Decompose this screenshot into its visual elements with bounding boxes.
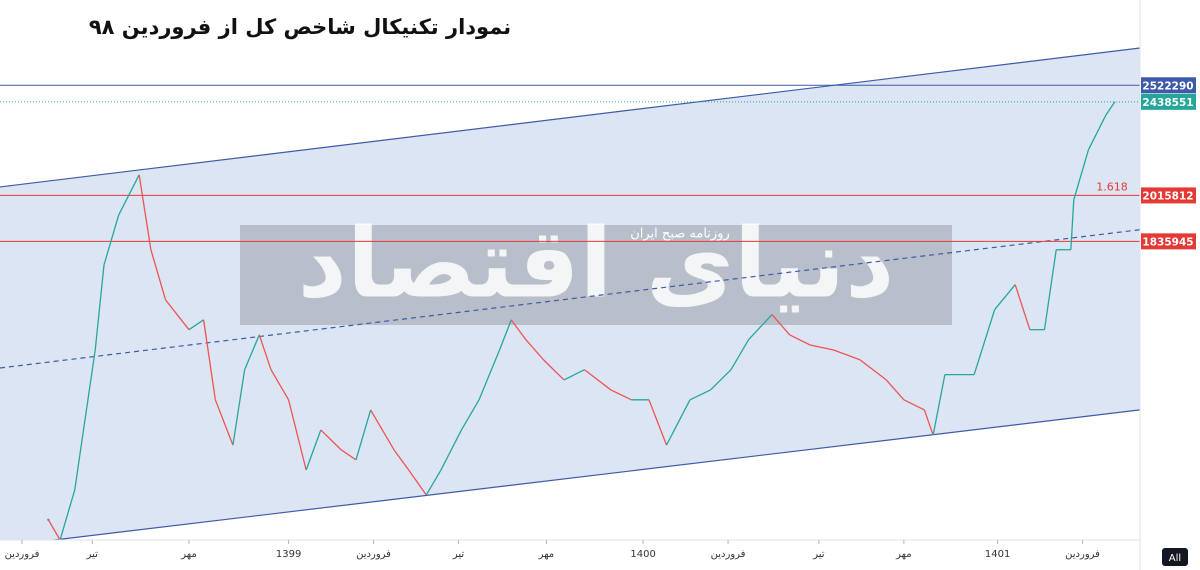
price-segment (1073, 149, 1090, 200)
x-tick-label: 1400 (630, 549, 655, 560)
watermark: دنیای اقتصاد روزنامه صبح ایران (240, 207, 952, 325)
price-segment (118, 174, 140, 216)
chart-title: نمودار تکنیکال شاخص کل از فروردین ۹۸ (89, 15, 511, 39)
price-segment (1043, 249, 1057, 330)
price-segment (1087, 114, 1107, 151)
price-segment (258, 334, 272, 370)
level-label: 2522290 (1142, 80, 1193, 92)
price-segment (543, 359, 565, 381)
price-segment (498, 319, 512, 351)
price-segment (320, 429, 342, 451)
price-segment (425, 469, 442, 496)
price-segment (74, 349, 96, 491)
price-segment (340, 449, 357, 461)
channel-line (54, 409, 1140, 540)
level-label-box (1141, 77, 1196, 94)
range-button[interactable] (1162, 548, 1188, 566)
price-segment (150, 249, 167, 301)
price-segment (355, 409, 372, 461)
price-segment (202, 319, 216, 400)
price-segment (188, 319, 204, 331)
price-segment (648, 399, 668, 446)
price-segment (973, 309, 996, 375)
x-tick-label: فروردین (5, 549, 40, 560)
level-label: 2438551 (1142, 97, 1193, 109)
price-segment (932, 374, 946, 436)
range-button-label[interactable]: All (1169, 553, 1181, 564)
price-segment (833, 349, 861, 361)
level-note: 1.618 (1096, 180, 1128, 193)
x-tick-label: مهر (895, 549, 911, 560)
price-segment (305, 429, 322, 471)
price-segment (885, 379, 905, 401)
price-segment (440, 429, 463, 471)
price-segment (1014, 284, 1031, 330)
price-segment (232, 369, 246, 446)
level-label: 2015812 (1142, 190, 1193, 202)
price-segment (748, 314, 773, 341)
price-segment (408, 469, 427, 496)
price-segment (923, 409, 934, 436)
price-segment (903, 399, 925, 411)
x-tick-label: مهر (180, 549, 196, 560)
price-segment (138, 174, 152, 250)
price-segment (165, 299, 190, 331)
level-label-box (1141, 93, 1196, 110)
price-segment (370, 409, 395, 451)
price-segment (665, 399, 691, 446)
price-segment (244, 334, 260, 370)
price-segment (730, 339, 750, 371)
price-segment (1070, 199, 1075, 250)
price-segment (1105, 101, 1116, 116)
price-segment (789, 334, 811, 346)
price-segment (393, 449, 410, 471)
level-label-box (1141, 233, 1196, 250)
price-segment (809, 344, 834, 351)
price-segment (214, 399, 234, 446)
x-tick-label: 1399 (276, 549, 301, 560)
x-tick-label: تیر (86, 549, 99, 560)
x-tick-label: فروردین (711, 549, 746, 560)
x-tick-label: فروردین (356, 549, 391, 560)
lines-layer (0, 47, 1140, 540)
level-label-box (1141, 187, 1196, 204)
x-tick-label: فروردین (1065, 549, 1100, 560)
price-segment (287, 399, 307, 471)
price-segment (525, 339, 544, 361)
watermark-logo: دنیای اقتصاد (298, 207, 895, 319)
price-segment (563, 369, 585, 381)
price-segment (610, 389, 632, 401)
price-segment (994, 284, 1016, 311)
x-tick-label: مهر (538, 549, 554, 560)
price-segment (94, 264, 105, 351)
price-segment (859, 359, 887, 381)
x-tick-label: تیر (452, 549, 465, 560)
price-segment (103, 214, 120, 266)
price-segment (478, 349, 501, 401)
watermark-subtitle: روزنامه صبح ایران (630, 227, 730, 242)
price-segment (510, 319, 527, 341)
level-label: 1835945 (1142, 236, 1193, 248)
channel-line (0, 229, 1140, 369)
x-tick-label: 1401 (985, 549, 1010, 560)
price-segment (689, 389, 711, 401)
x-tick-label: تیر (812, 549, 825, 560)
price-segment (584, 369, 612, 391)
price-segment (47, 519, 61, 540)
price-segment (59, 489, 76, 540)
channel-line (0, 47, 1140, 188)
price-segment (460, 399, 480, 431)
price-segment (771, 314, 791, 336)
price-segment (270, 369, 290, 401)
price-segment (710, 369, 732, 391)
